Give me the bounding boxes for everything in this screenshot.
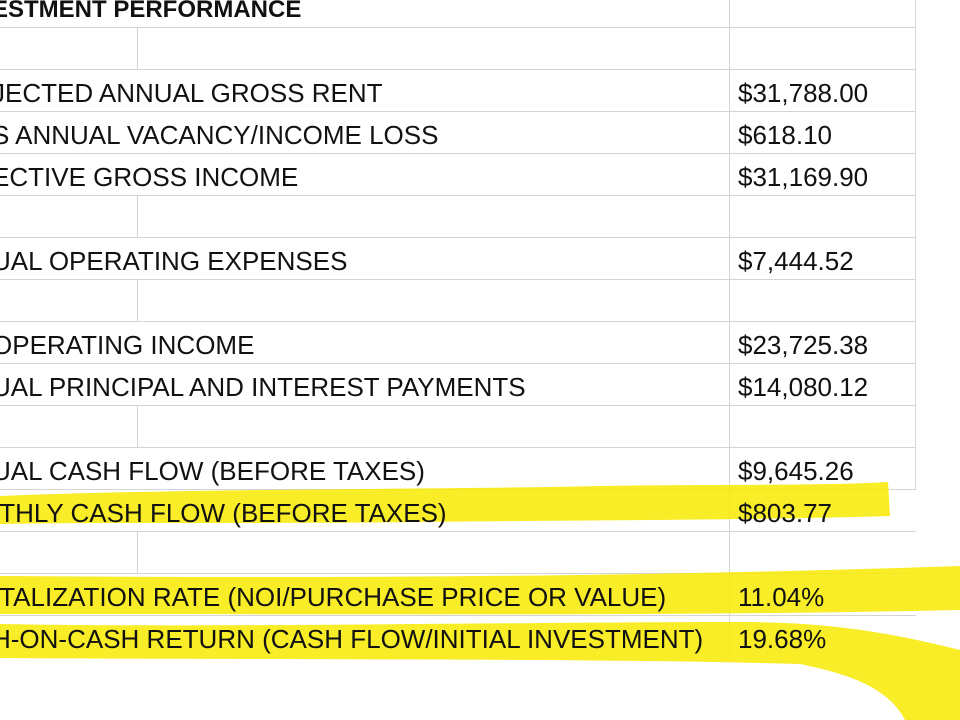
grid-line <box>0 153 916 154</box>
row-value: $14,080.12 <box>738 372 869 402</box>
row-value: $9,645.26 <box>738 456 854 486</box>
grid-line <box>0 111 916 112</box>
grid-line <box>0 489 916 490</box>
grid-line <box>0 447 916 448</box>
row-label: S ANNUAL VACANCY/INCOME LOSS <box>0 120 439 150</box>
row-value: $31,169.90 <box>738 162 869 192</box>
grid-line <box>0 363 916 364</box>
row-label: ITHLY CASH FLOW (BEFORE TAXES) <box>0 498 447 528</box>
grid-line <box>0 237 916 238</box>
row-label: UAL PRINCIPAL AND INTEREST PAYMENTS <box>0 372 526 402</box>
section-title: ESTMENT PERFORMANCE <box>0 0 302 23</box>
grid-line <box>0 27 916 28</box>
column-divider <box>915 0 916 490</box>
grid-line <box>0 531 916 532</box>
row-value: 19.68% <box>738 624 827 654</box>
row-value: $618.10 <box>738 120 832 150</box>
column-divider <box>729 0 730 660</box>
row-label: JECTED ANNUAL GROSS RENT <box>0 78 383 108</box>
row-value: $7,444.52 <box>738 246 854 276</box>
row-label: ITALIZATION RATE (NOI/PURCHASE PRICE OR … <box>0 582 667 612</box>
row-label: ECTIVE GROSS INCOME <box>0 162 299 192</box>
grid-line <box>0 195 916 196</box>
row-value: $23,725.38 <box>738 330 869 360</box>
grid-line <box>0 279 916 280</box>
grid-line <box>0 321 916 322</box>
grid-line <box>0 573 916 574</box>
grid-line <box>0 69 916 70</box>
column-divider <box>137 405 138 447</box>
row-value: $803.77 <box>738 498 832 528</box>
column-divider <box>137 279 138 321</box>
row-label: UAL OPERATING EXPENSES <box>0 246 348 276</box>
row-label: OPERATING INCOME <box>0 330 255 360</box>
column-divider <box>137 531 138 573</box>
column-divider <box>137 27 138 69</box>
column-divider <box>137 195 138 237</box>
row-label: UAL CASH FLOW (BEFORE TAXES) <box>0 456 425 486</box>
row-value: $31,788.00 <box>738 78 869 108</box>
row-label: H-ON-CASH RETURN (CASH FLOW/INITIAL INVE… <box>0 624 704 654</box>
row-value: 11.04% <box>738 582 825 612</box>
grid-line <box>0 405 916 406</box>
grid-line <box>0 615 916 616</box>
